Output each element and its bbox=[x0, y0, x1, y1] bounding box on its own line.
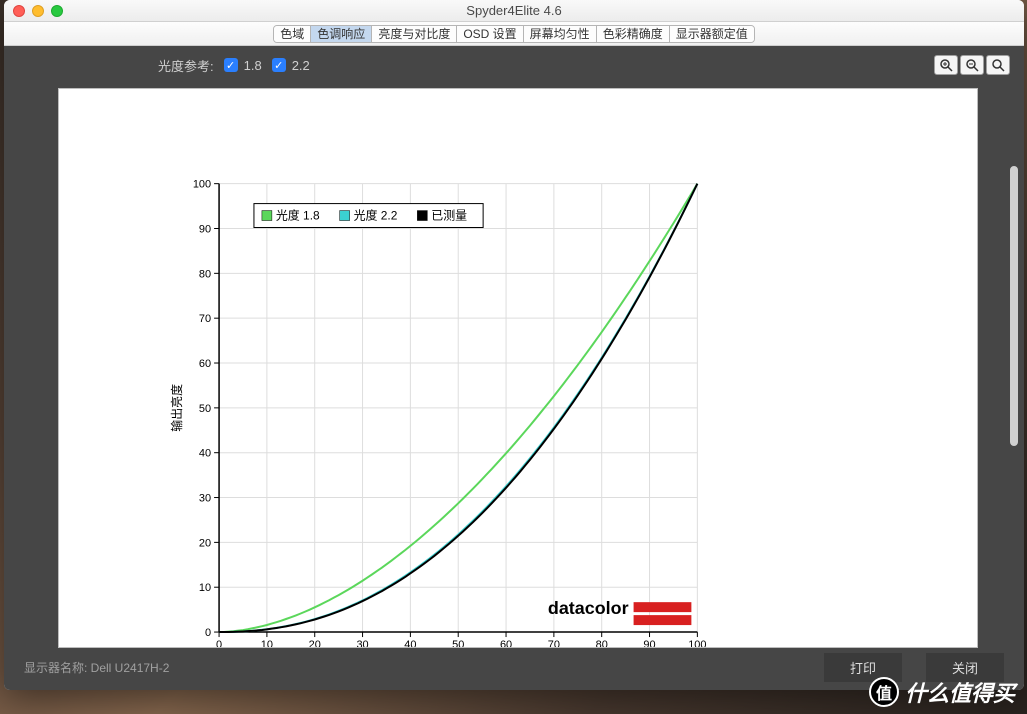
monitor-name-label: 显示器名称: Dell U2417H-2 bbox=[24, 659, 169, 676]
svg-text:输出亮度: 输出亮度 bbox=[169, 384, 184, 432]
svg-text:40: 40 bbox=[199, 448, 211, 460]
toolbar: 光度参考: ✓ 1.8 ✓ 2.2 bbox=[4, 46, 1024, 84]
svg-text:20: 20 bbox=[199, 537, 211, 549]
titlebar: Spyder4Elite 4.6 bbox=[4, 0, 1024, 22]
svg-text:80: 80 bbox=[199, 268, 211, 280]
zoom-in-button[interactable] bbox=[934, 55, 958, 75]
svg-text:已测量: 已测量 bbox=[431, 209, 467, 223]
magnify-icon bbox=[991, 58, 1005, 72]
checkbox-1-8[interactable]: ✓ 1.8 bbox=[224, 58, 262, 73]
tab-bar: 色域色调响应亮度与对比度OSD 设置屏幕均匀性色彩精确度显示器额定值 bbox=[4, 22, 1024, 46]
tab-2[interactable]: 亮度与对比度 bbox=[372, 26, 457, 42]
window-title: Spyder4Elite 4.6 bbox=[4, 3, 1024, 18]
checkbox-2-2-label: 2.2 bbox=[292, 58, 310, 73]
check-icon: ✓ bbox=[224, 58, 238, 72]
brand-watermark: 值 什么值得买 bbox=[869, 676, 1015, 708]
tab-6[interactable]: 显示器额定值 bbox=[670, 26, 754, 42]
chart-container: 0102030405060708090100010203040506070809… bbox=[58, 88, 978, 648]
svg-text:100: 100 bbox=[193, 179, 211, 191]
tab-5[interactable]: 色彩精确度 bbox=[597, 26, 670, 42]
zoom-out-button[interactable] bbox=[960, 55, 984, 75]
app-window: Spyder4Elite 4.6 色域色调响应亮度与对比度OSD 设置屏幕均匀性… bbox=[4, 0, 1024, 690]
svg-text:60: 60 bbox=[199, 358, 211, 370]
tab-0[interactable]: 色域 bbox=[274, 26, 311, 42]
svg-text:datacolor: datacolor bbox=[548, 598, 629, 618]
svg-text:光度 1.8: 光度 1.8 bbox=[276, 208, 320, 223]
svg-text:10: 10 bbox=[199, 582, 211, 594]
svg-text:光度 2.2: 光度 2.2 bbox=[354, 208, 398, 223]
svg-text:50: 50 bbox=[199, 403, 211, 415]
check-icon: ✓ bbox=[272, 58, 286, 72]
tab-3[interactable]: OSD 设置 bbox=[457, 26, 523, 42]
scrollbar[interactable] bbox=[1010, 166, 1018, 446]
tab-4[interactable]: 屏幕均匀性 bbox=[524, 26, 597, 42]
tab-1[interactable]: 色调响应 bbox=[311, 26, 372, 42]
zoom-in-icon bbox=[939, 58, 953, 72]
brand-text: 什么值得买 bbox=[905, 676, 1015, 708]
checkbox-1-8-label: 1.8 bbox=[244, 58, 262, 73]
zoom-out-icon bbox=[965, 58, 979, 72]
brand-icon: 值 bbox=[869, 677, 899, 707]
svg-text:70: 70 bbox=[199, 313, 211, 325]
svg-text:30: 30 bbox=[199, 493, 211, 505]
zoom-fit-button[interactable] bbox=[986, 55, 1010, 75]
gamma-chart: 0102030405060708090100010203040506070809… bbox=[59, 89, 977, 647]
reference-label: 光度参考: bbox=[158, 56, 214, 75]
svg-text:0: 0 bbox=[205, 627, 211, 639]
checkbox-2-2[interactable]: ✓ 2.2 bbox=[272, 58, 310, 73]
svg-text:90: 90 bbox=[199, 223, 211, 235]
content-area: 光度参考: ✓ 1.8 ✓ 2.2 0102 bbox=[4, 46, 1024, 690]
